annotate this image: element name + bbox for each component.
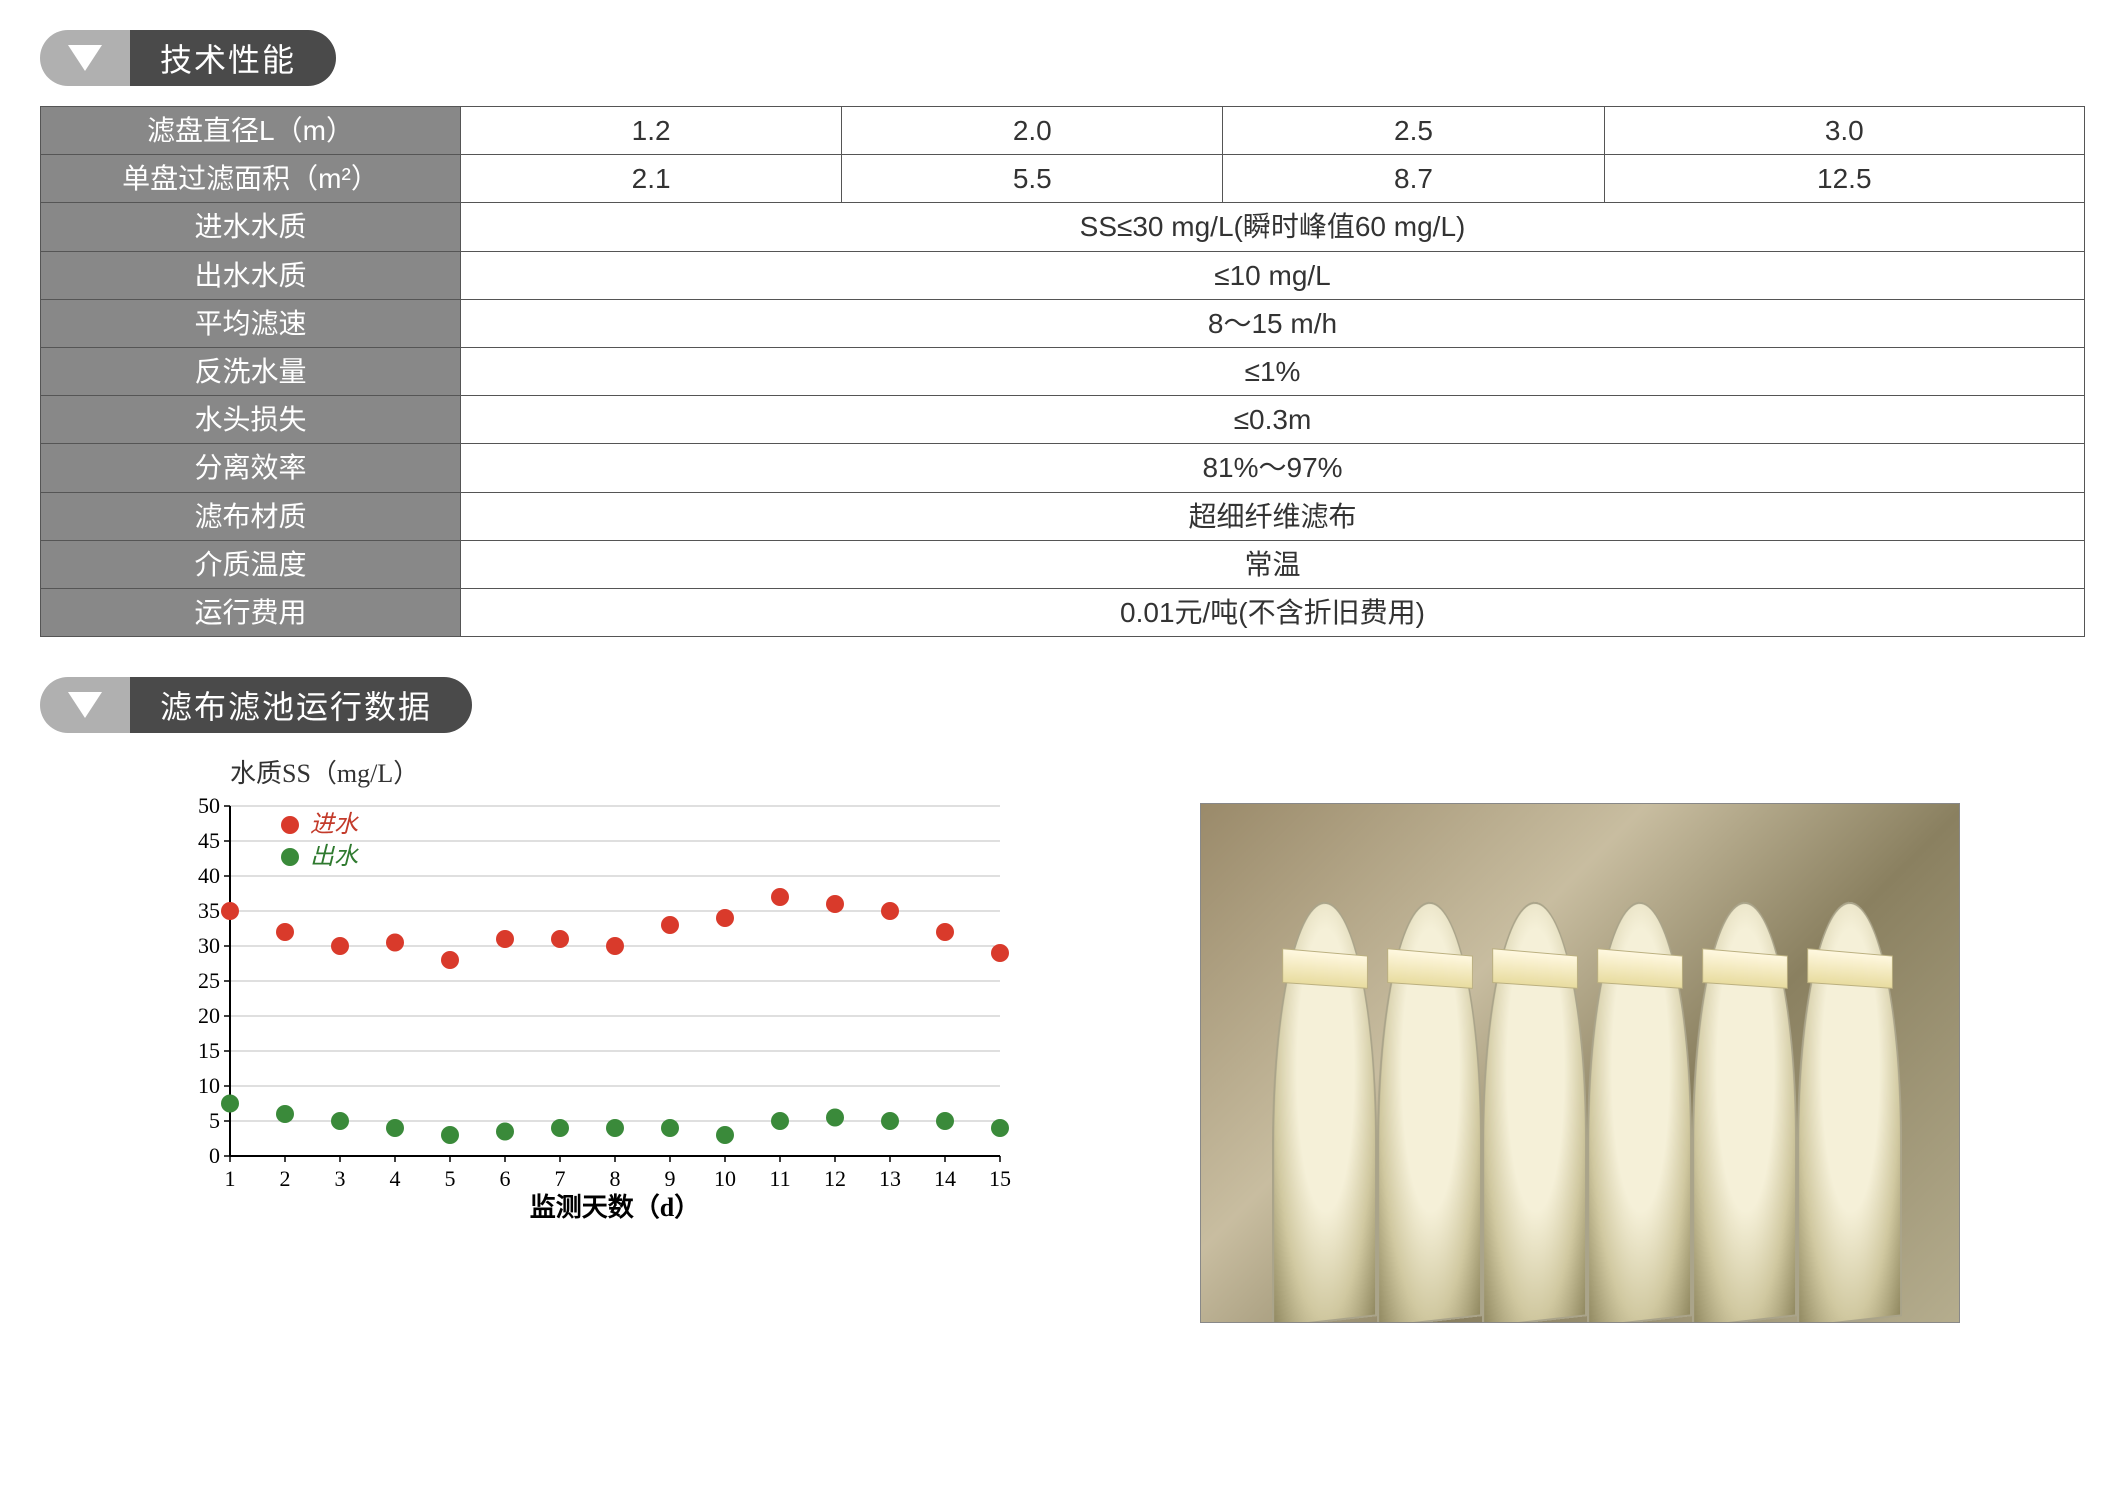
- svg-text:14: 14: [934, 1166, 956, 1191]
- svg-text:15: 15: [989, 1166, 1011, 1191]
- table-row: 滤布材质超细纤维滤布: [41, 492, 2085, 540]
- svg-text:监测天数（d）: 监测天数（d）: [530, 1193, 700, 1222]
- table-cell: 常温: [461, 540, 2085, 588]
- table-cell: 8～15 m/h: [461, 299, 2085, 347]
- table-row-label: 出水水质: [41, 251, 461, 299]
- table-row: 运行费用0.01元/吨(不含折旧费用): [41, 588, 2085, 636]
- table-cell: 3.0: [1604, 107, 2084, 155]
- table-row-label: 分离效率: [41, 444, 461, 492]
- section-header-operation-data: 滤布滤池运行数据: [40, 677, 2085, 733]
- filter-disc: [1377, 896, 1482, 1323]
- table-row: 介质温度常温: [41, 540, 2085, 588]
- table-row-label: 介质温度: [41, 540, 461, 588]
- table-cell: 2.1: [461, 155, 842, 203]
- table-cell: SS≤30 mg/L(瞬时峰值60 mg/L): [461, 203, 2085, 251]
- filter-disc: [1272, 896, 1377, 1323]
- table-row: 出水水质≤10 mg/L: [41, 251, 2085, 299]
- svg-text:30: 30: [198, 933, 220, 958]
- svg-text:50: 50: [198, 796, 220, 818]
- table-row-label: 滤盘直径L（m）: [41, 107, 461, 155]
- filter-disc: [1797, 896, 1902, 1323]
- table-row-label: 反洗水量: [41, 347, 461, 395]
- table-cell: 2.5: [1223, 107, 1604, 155]
- filter-disc: [1482, 896, 1587, 1323]
- chart-y-title: 水质SS（mg/L）: [230, 753, 1120, 790]
- svg-text:8: 8: [610, 1166, 621, 1191]
- table-cell: ≤1%: [461, 347, 2085, 395]
- svg-text:45: 45: [198, 828, 220, 853]
- table-cell: 81%～97%: [461, 444, 2085, 492]
- svg-text:1: 1: [225, 1166, 236, 1191]
- table-row-label: 单盘过滤面积（m²）: [41, 155, 461, 203]
- svg-text:11: 11: [769, 1166, 790, 1191]
- svg-text:5: 5: [445, 1166, 456, 1191]
- filter-disc: [1692, 896, 1797, 1323]
- svg-text:10: 10: [198, 1073, 220, 1098]
- table-row: 平均滤速8～15 m/h: [41, 299, 2085, 347]
- table-row-label: 进水水质: [41, 203, 461, 251]
- table-row: 单盘过滤面积（m²）2.15.58.712.5: [41, 155, 2085, 203]
- svg-text:13: 13: [879, 1166, 901, 1191]
- table-cell: 1.2: [461, 107, 842, 155]
- svg-text:35: 35: [198, 898, 220, 923]
- ss-chart-container: 水质SS（mg/L） 05101520253035404550123456789…: [160, 753, 1120, 1231]
- ss-scatter-chart: 0510152025303540455012345678910111213141…: [160, 796, 1020, 1226]
- svg-text:5: 5: [209, 1108, 220, 1133]
- table-row: 进水水质SS≤30 mg/L(瞬时峰值60 mg/L): [41, 203, 2085, 251]
- table-row: 水头损失≤0.3m: [41, 396, 2085, 444]
- technical-spec-table: 滤盘直径L（m）1.22.02.53.0单盘过滤面积（m²）2.15.58.71…: [40, 106, 2085, 637]
- section-title: 滤布滤池运行数据: [130, 677, 472, 733]
- svg-text:2: 2: [280, 1166, 291, 1191]
- svg-text:10: 10: [714, 1166, 736, 1191]
- table-cell: 8.7: [1223, 155, 1604, 203]
- table-cell: ≤10 mg/L: [461, 251, 2085, 299]
- triangle-down-icon: [40, 30, 130, 86]
- table-cell: ≤0.3m: [461, 396, 2085, 444]
- table-row-label: 滤布材质: [41, 492, 461, 540]
- equipment-photo: [1200, 803, 1960, 1323]
- svg-text:0: 0: [209, 1143, 220, 1168]
- table-cell: 超细纤维滤布: [461, 492, 2085, 540]
- svg-text:7: 7: [555, 1166, 566, 1191]
- run-data-content-row: 水质SS（mg/L） 05101520253035404550123456789…: [40, 753, 2085, 1323]
- svg-text:进水: 进水: [310, 811, 359, 838]
- table-cell: 12.5: [1604, 155, 2084, 203]
- section-header-tech-performance: 技术性能: [40, 30, 2085, 86]
- table-row: 反洗水量≤1%: [41, 347, 2085, 395]
- table-row: 分离效率81%～97%: [41, 444, 2085, 492]
- table-row: 滤盘直径L（m）1.22.02.53.0: [41, 107, 2085, 155]
- svg-text:12: 12: [824, 1166, 846, 1191]
- svg-text:15: 15: [198, 1038, 220, 1063]
- table-cell: 5.5: [842, 155, 1223, 203]
- svg-text:20: 20: [198, 1003, 220, 1028]
- svg-text:4: 4: [390, 1166, 401, 1191]
- svg-text:9: 9: [665, 1166, 676, 1191]
- table-row-label: 运行费用: [41, 588, 461, 636]
- svg-text:3: 3: [335, 1166, 346, 1191]
- svg-text:6: 6: [500, 1166, 511, 1191]
- triangle-down-icon: [40, 677, 130, 733]
- table-cell: 0.01元/吨(不含折旧费用): [461, 588, 2085, 636]
- svg-text:25: 25: [198, 968, 220, 993]
- svg-text:出水: 出水: [310, 843, 359, 870]
- table-cell: 2.0: [842, 107, 1223, 155]
- filter-disc: [1587, 896, 1692, 1323]
- table-row-label: 平均滤速: [41, 299, 461, 347]
- section-title: 技术性能: [130, 30, 336, 86]
- svg-text:40: 40: [198, 863, 220, 888]
- table-row-label: 水头损失: [41, 396, 461, 444]
